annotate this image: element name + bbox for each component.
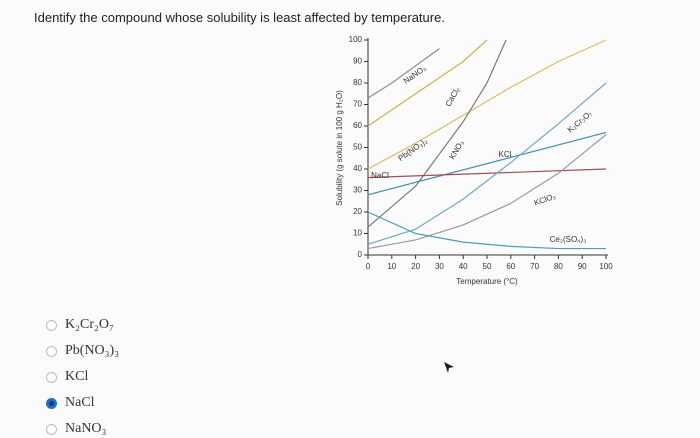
series-line xyxy=(367,39,607,170)
series-line xyxy=(367,134,607,250)
x-tick-label: 60 xyxy=(506,262,515,271)
option-label: Pb(NO₃)₃ xyxy=(65,343,120,358)
cursor xyxy=(444,362,454,373)
option-label: NaCl xyxy=(65,395,95,410)
series-line xyxy=(367,211,606,250)
series-label: Pb(NO₃)₂ xyxy=(396,136,429,163)
answer-option[interactable]: KCl xyxy=(46,369,88,385)
y-tick-label: 30 xyxy=(353,186,362,195)
x-tick-label: 50 xyxy=(483,262,492,271)
y-tick-label: 60 xyxy=(353,121,362,130)
series-label: Ce₂(SO₄)₃ xyxy=(550,235,587,244)
x-tick-label: 20 xyxy=(411,262,420,271)
radio[interactable] xyxy=(46,423,57,435)
y-tick-label: 70 xyxy=(353,100,362,109)
radio[interactable] xyxy=(46,397,57,409)
x-tick-label: 10 xyxy=(387,262,396,271)
x-tick-label: 40 xyxy=(459,262,468,271)
x-tick-label: 100 xyxy=(599,262,613,271)
option-label: KCl xyxy=(65,369,89,384)
x-tick-label: 0 xyxy=(366,262,371,271)
chart: Solubility (g solute in 100 g H₂O) Tempe… xyxy=(335,35,613,286)
option-label: K₂Cr₂O₇ xyxy=(65,317,114,332)
series-label: KCl xyxy=(499,150,512,159)
radio[interactable] xyxy=(46,319,57,331)
series-line xyxy=(367,168,607,179)
y-tick-label: 40 xyxy=(353,164,362,173)
y-tick-label: 100 xyxy=(349,35,363,44)
y-tick-label: 0 xyxy=(358,250,363,259)
question: Identify the compound whose solubility i… xyxy=(34,10,445,25)
series-label: CaCl₂ xyxy=(444,86,462,109)
y-tick-label: 50 xyxy=(353,143,362,152)
series-line xyxy=(367,39,507,228)
series-label: K₂Cr₂O₇ xyxy=(566,109,594,135)
x-tick-label: 90 xyxy=(578,262,587,271)
x-label: Temperature (°C) xyxy=(456,277,518,286)
answer-option[interactable]: NaCl xyxy=(46,395,95,411)
series-label: KNO₃ xyxy=(448,139,466,161)
y-tick-label: 80 xyxy=(353,78,362,87)
series-label: KClO₃ xyxy=(533,192,557,208)
series-label: NaCl xyxy=(371,171,389,180)
x-tick-label: 30 xyxy=(435,262,444,271)
y-label: Solubility (g solute in 100 g H₂O) xyxy=(335,90,344,206)
series-line xyxy=(367,39,488,127)
answer-option[interactable]: Pb(NO₃)₃ xyxy=(46,343,119,359)
answer-option[interactable]: NaNO₃ xyxy=(46,421,106,437)
series-line xyxy=(367,82,607,245)
series-line xyxy=(367,131,607,196)
radio[interactable] xyxy=(46,345,57,357)
answer-option[interactable]: K₂Cr₂O₇ xyxy=(46,317,114,333)
option-label: NaNO₃ xyxy=(65,421,107,436)
series-line xyxy=(367,48,440,99)
y-tick-label: 10 xyxy=(353,229,362,238)
x-tick-label: 70 xyxy=(530,262,539,271)
y-tick-label: 90 xyxy=(353,57,362,66)
y-tick-label: 20 xyxy=(353,207,362,216)
radio[interactable] xyxy=(46,371,57,383)
x-tick-label: 80 xyxy=(554,262,563,271)
